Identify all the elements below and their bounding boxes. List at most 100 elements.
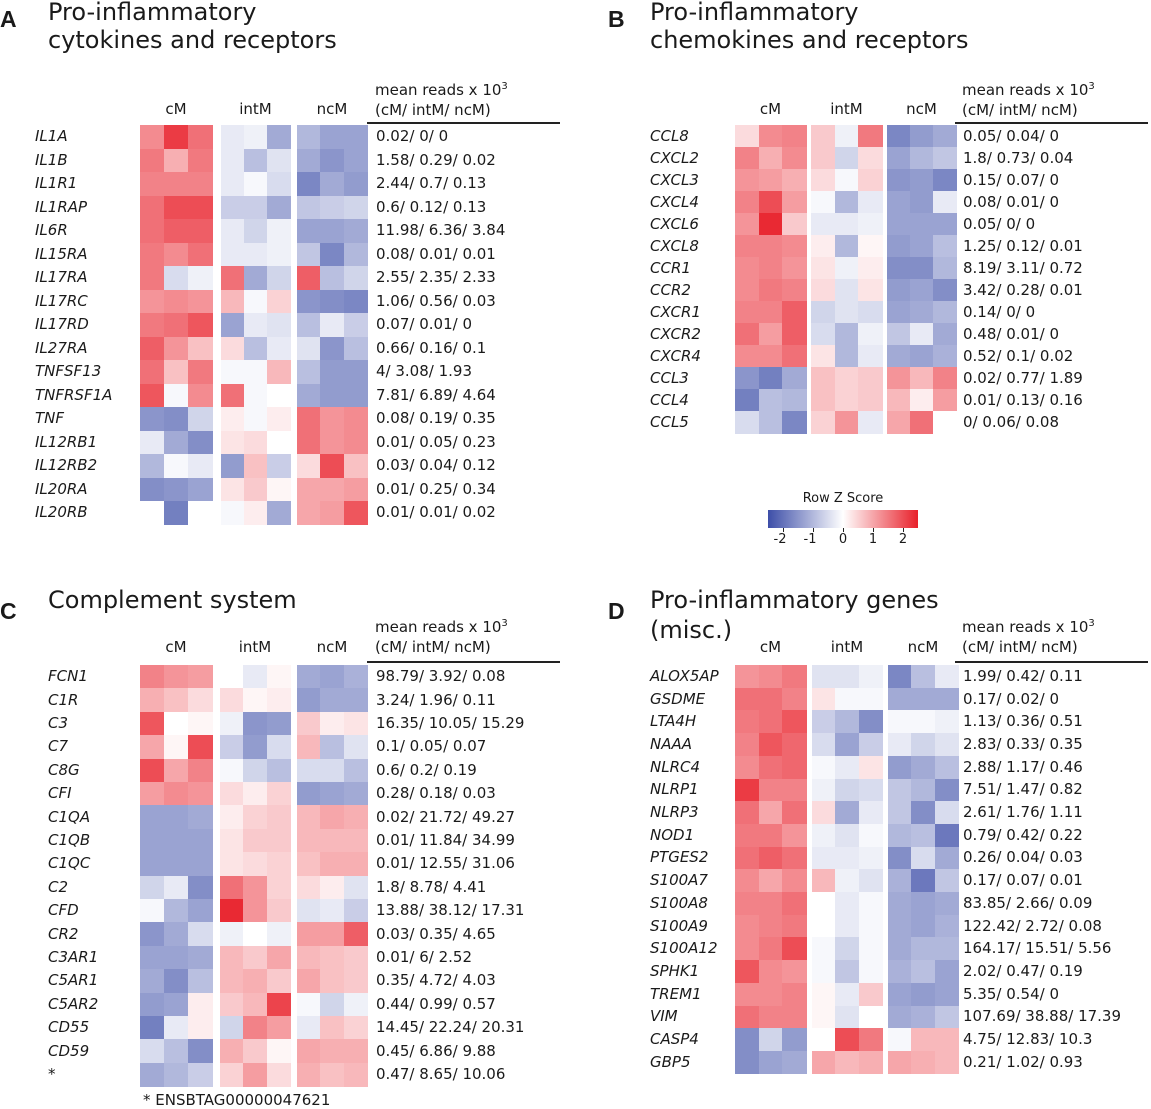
heatmap-cell [858, 411, 883, 434]
heatmap-cell [164, 688, 189, 713]
gene-label: CXCL4 [650, 192, 699, 211]
heatmap-cell [221, 313, 245, 338]
heatmap-cell [911, 823, 936, 848]
heatmap-cell [782, 1028, 807, 1052]
heatmap-cell [343, 219, 368, 244]
mean-reads-value: 0.05/ 0.04/ 0 [963, 126, 1059, 145]
color-legend: Row Z Score -2 -1 0 1 2 [768, 491, 918, 557]
mean-reads-value: 0.48/ 0.01/ 0 [963, 324, 1059, 343]
heatmap-cell [140, 1062, 165, 1087]
heatmap-cell [858, 687, 883, 711]
mean-reads-value: 0.08/ 0.01/ 0.01 [376, 244, 496, 263]
heatmap-cell [758, 213, 783, 236]
mean-reads-exponent: 3 [501, 618, 508, 629]
heatmap-cell [221, 383, 245, 408]
heatmap-cell [140, 501, 165, 526]
heatmap-cell [911, 733, 936, 757]
heatmap-cell [267, 219, 291, 244]
legend-tick-mark [873, 528, 874, 532]
group-label-ncm: ncM [906, 100, 937, 118]
heatmap-cell [888, 710, 912, 734]
mean-reads-value: 0.45/ 6.86/ 9.88 [376, 1041, 496, 1060]
heatmap-cell [297, 828, 321, 853]
heatmap-cell [244, 125, 268, 150]
heatmap-cell [758, 755, 783, 780]
heatmap-cell [140, 383, 165, 408]
gene-label: IL27RA [35, 338, 88, 357]
legend-title: Row Z Score [802, 491, 884, 506]
heatmap-cell [934, 1050, 959, 1075]
heatmap-cell [834, 147, 859, 170]
heatmap-cell [758, 389, 783, 412]
heatmap-cell [782, 169, 807, 192]
mean-reads-value: 0.07/ 0.01/ 0 [376, 315, 472, 334]
heatmap-cell [735, 755, 760, 780]
heatmap-cell [910, 367, 934, 390]
heatmap-cell [812, 869, 836, 893]
heatmap-cell [297, 383, 321, 408]
heatmap-cell [188, 195, 213, 220]
heatmap-cell [221, 407, 245, 432]
heatmap-cell [858, 1005, 883, 1029]
heatmap-cell [735, 323, 760, 346]
mean-reads-groups: (cM/ intM/ ncM) [962, 101, 1078, 119]
heatmap-cell [933, 191, 957, 214]
heatmap-cell [782, 389, 807, 412]
mean-reads-value: 13.88/ 38.12/ 17.31 [376, 901, 525, 920]
heatmap-cell [297, 336, 321, 361]
heatmap-cell [221, 477, 245, 502]
heatmap-cell [782, 191, 807, 214]
heatmap-cell [782, 279, 807, 302]
heatmap-cell [320, 805, 345, 830]
gene-label: C1QA [48, 807, 91, 826]
heatmap-cell [811, 147, 836, 170]
heatmap-cell [888, 846, 912, 870]
panel-title-line1: Pro-inflammatory genes [650, 586, 939, 614]
mean-reads-label: mean reads x 10 [962, 81, 1089, 99]
heatmap-cell [812, 733, 836, 757]
mean-reads-value: 0.08/ 0.19/ 0.35 [376, 409, 496, 428]
heatmap-cell [911, 801, 936, 825]
legend-tick-label: 1 [868, 532, 878, 547]
heatmap-cell [343, 758, 368, 783]
heatmap-cell [887, 125, 911, 148]
heatmap-cell [320, 945, 345, 970]
heatmap-cell [343, 313, 368, 338]
gene-label: TNFSF13 [35, 362, 102, 381]
heatmap-cell [933, 257, 957, 280]
gene-label: C5AR2 [48, 994, 99, 1013]
heatmap-cell [244, 336, 268, 361]
mean-reads-value: 3.42/ 0.28/ 0.01 [963, 280, 1083, 299]
heatmap-cell [812, 710, 836, 734]
heatmap-cell [858, 1050, 883, 1075]
heatmap-cell [888, 869, 912, 893]
gene-label: CR2 [48, 924, 79, 943]
heatmap-cell [320, 313, 345, 338]
heatmap-cell [934, 755, 959, 780]
heatmap-cell [320, 1062, 345, 1087]
mean-reads-value: 0.03/ 0.04/ 0.12 [376, 456, 496, 475]
heatmap-cell [164, 782, 189, 806]
heatmap-cell [934, 1005, 959, 1029]
mean-reads-value: 0.08/ 0.01/ 0 [963, 192, 1059, 211]
heatmap-cell [758, 960, 783, 984]
gene-label: IL12RB1 [35, 432, 98, 451]
heatmap-cell [934, 914, 959, 938]
heatmap-cell [735, 960, 760, 984]
heatmap-cell [220, 758, 244, 783]
heatmap-cell [188, 148, 213, 173]
heatmap-cell [888, 960, 912, 984]
heatmap-cell [221, 242, 245, 267]
heatmap-cell [735, 914, 760, 938]
heatmap-cell [911, 846, 936, 870]
heatmap-cell [297, 289, 321, 314]
heatmap-cell [812, 914, 836, 938]
heatmap-cell [812, 1050, 836, 1075]
mean-reads-header: mean reads x 103 (cM/ intM/ ncM) [962, 614, 1095, 657]
heatmap-cell [140, 336, 165, 361]
mean-reads-exponent: 3 [1088, 81, 1095, 92]
legend-tick-mark [903, 528, 904, 532]
mean-reads-value: 0.21/ 1.02/ 0.93 [963, 1052, 1083, 1071]
heatmap-cell [140, 289, 165, 314]
header-rule [955, 661, 1148, 663]
